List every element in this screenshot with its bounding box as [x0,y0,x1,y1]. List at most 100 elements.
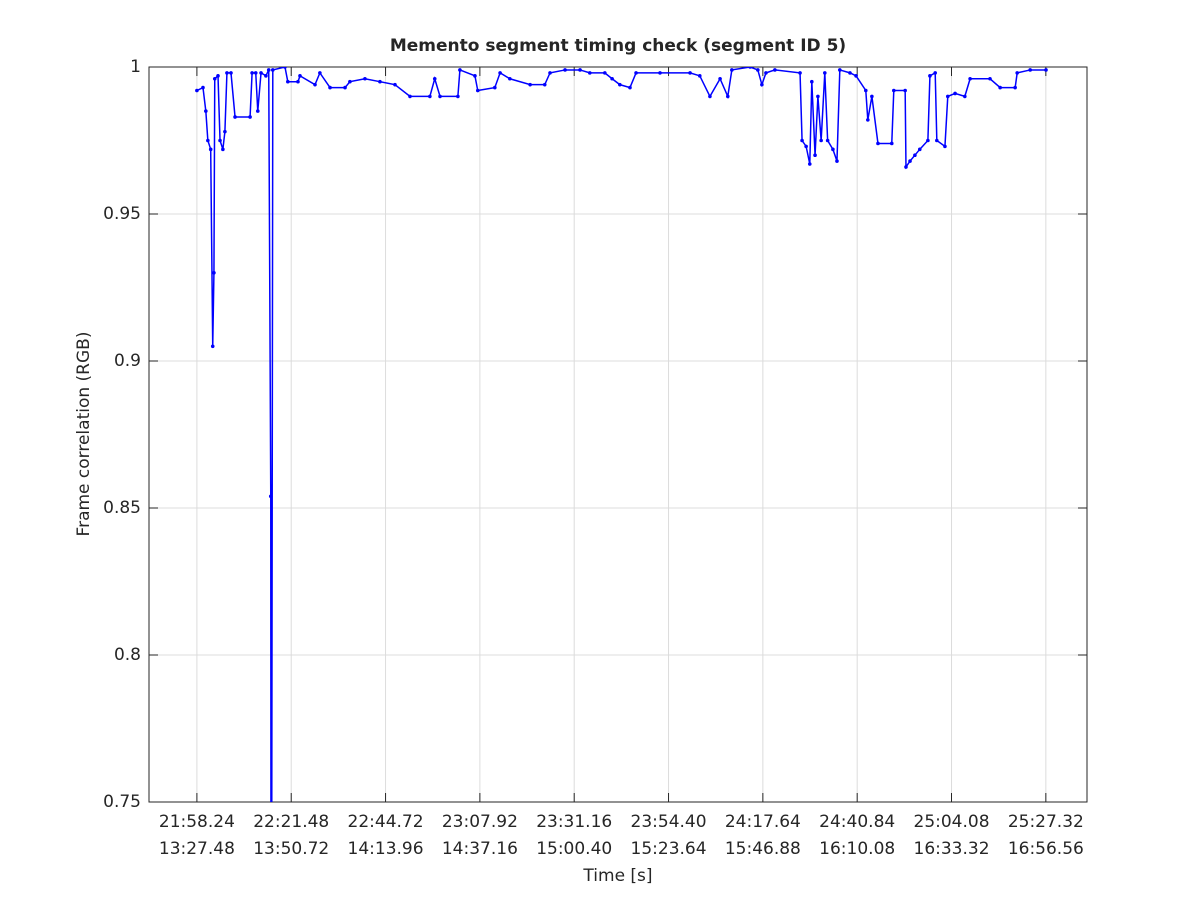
y-tick-label: 0.85 [103,498,141,518]
data-point [318,71,322,75]
data-point [456,94,460,99]
data-point [816,94,820,99]
data-point [760,82,764,87]
data-point [250,71,254,75]
data-point [963,94,967,99]
data-point [195,88,199,93]
data-point [943,144,947,149]
data-point [283,67,287,69]
data-point [913,153,917,157]
x-tick-label: 21:58.24 [159,812,235,832]
data-point [233,115,237,119]
data-point [208,147,213,152]
x-tick-label: 25:27.32 [1008,812,1084,832]
data-point [475,88,480,93]
data-point [259,71,263,75]
data-point [1013,85,1017,90]
data-line [196,67,1047,802]
data-point [212,76,217,81]
data-point [578,68,582,72]
data-point [473,74,477,78]
data-point [298,74,302,78]
data-point [863,88,868,93]
data-point [393,82,397,87]
data-point [904,165,908,169]
data-point [216,74,220,78]
data-point [813,153,817,157]
x-tick-sublabel: 16:10.08 [819,839,895,859]
data-point [255,109,260,113]
x-tick-label: 23:31.16 [536,812,612,832]
data-point [286,79,290,84]
data-point [223,129,227,134]
data-point [1044,68,1048,72]
x-tick-sublabel: 14:37.16 [442,839,518,859]
data-point [697,74,702,78]
data-point [917,147,922,152]
y-tick-label: 0.8 [114,645,141,665]
data-point [822,71,827,75]
data-point [508,76,512,81]
data-point [296,79,300,84]
x-tick-label: 23:54.40 [631,812,707,832]
data-point [935,138,939,143]
data-point [493,85,497,90]
data-point [268,494,273,499]
data-point [848,71,852,75]
x-tick-label: 22:21.48 [253,812,329,832]
data-point [889,141,894,146]
data-point [428,94,432,99]
data-point [528,82,532,87]
data-point [908,159,912,163]
data-point [610,76,614,81]
data-point [1028,68,1032,72]
data-point [328,85,332,90]
data-point [634,71,638,75]
x-tick-label: 22:44.72 [348,812,424,832]
data-point [343,85,347,90]
data-point [764,71,768,75]
data-point [988,76,992,81]
x-tick-sublabel: 15:46.88 [725,839,801,859]
data-point [968,76,972,81]
data-point [773,68,777,72]
data-point [688,71,692,75]
data-point [708,94,712,99]
data-point [1015,71,1019,75]
data-point [210,344,215,349]
y-tick-label: 0.95 [103,204,141,224]
data-point [264,74,268,78]
data-point [253,71,258,75]
data-point [798,71,802,75]
x-tick-sublabel: 13:27.48 [159,839,235,859]
data-point [628,85,632,90]
data-point [587,71,592,75]
data-point [953,91,957,96]
x-tick-label: 23:07.92 [442,812,518,832]
x-tick-sublabel: 13:50.72 [253,839,329,859]
data-point [204,109,208,113]
data-point [348,79,352,84]
data-point [998,85,1002,90]
data-point [563,68,567,72]
data-point [807,162,812,166]
data-point [658,71,662,75]
data-point [835,159,839,163]
y-tick-label: 1 [130,57,141,77]
data-point [725,94,730,99]
data-point [221,147,225,152]
x-tick-sublabel: 15:00.40 [536,839,612,859]
y-tick-label: 0.9 [114,351,141,371]
chart-title: Memento segment timing check (segment ID… [390,36,846,56]
data-point [432,76,437,81]
data-point [903,88,907,93]
x-tick-label: 24:40.84 [819,812,895,832]
data-point [804,144,808,149]
x-axis-label: Time [s] [582,866,652,886]
data-point [891,88,896,93]
data-point [408,94,412,99]
data-point [225,71,229,75]
data-point [876,141,880,146]
